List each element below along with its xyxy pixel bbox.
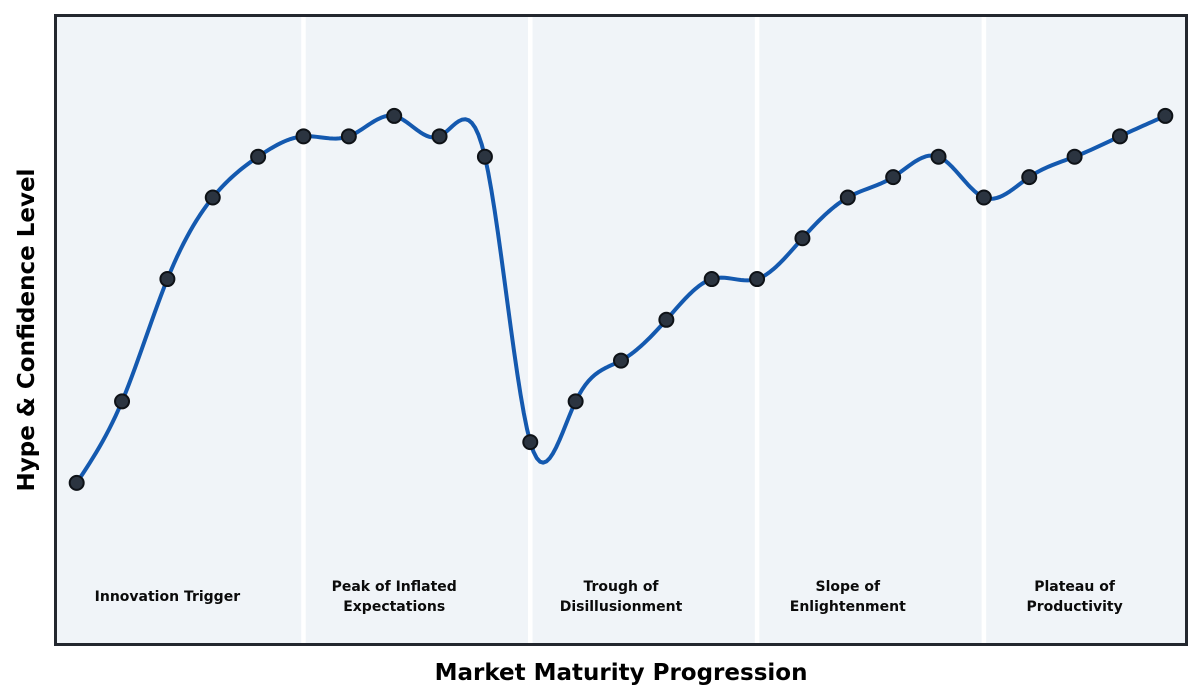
data-point-marker [1157, 107, 1174, 124]
data-point-marker [386, 107, 403, 124]
data-point-marker [295, 128, 312, 145]
data-point-marker [975, 189, 992, 206]
data-point-marker [476, 148, 493, 165]
data-point-marker [613, 352, 629, 369]
data-point-marker [749, 271, 766, 288]
data-point-marker [839, 189, 856, 206]
data-point-marker [340, 128, 357, 145]
plot-border [54, 14, 1188, 646]
data-point-marker [68, 474, 85, 491]
data-point-marker [431, 128, 448, 145]
data-point-marker [114, 393, 131, 410]
data-point-marker [930, 148, 947, 165]
data-point-marker [1111, 128, 1128, 145]
data-point-marker [567, 393, 584, 410]
x-axis-label: Market Maturity Progression [434, 660, 808, 686]
data-point-marker [250, 148, 267, 165]
plot-area: Innovation Trigger Peak of Inflated Expe… [54, 14, 1188, 646]
data-point-marker [1066, 148, 1083, 165]
data-point-marker [204, 189, 221, 206]
data-point-marker [159, 271, 176, 288]
data-point-marker [885, 169, 902, 186]
data-point-marker [794, 230, 811, 247]
y-axis-label: Hype & Confidence Level [14, 168, 40, 492]
data-point-marker [658, 311, 675, 328]
data-point-marker [1021, 169, 1038, 186]
plot-background [54, 14, 1188, 646]
hype-curve-chart [54, 14, 1188, 646]
data-point-marker [522, 434, 539, 451]
data-point-marker [703, 271, 720, 288]
